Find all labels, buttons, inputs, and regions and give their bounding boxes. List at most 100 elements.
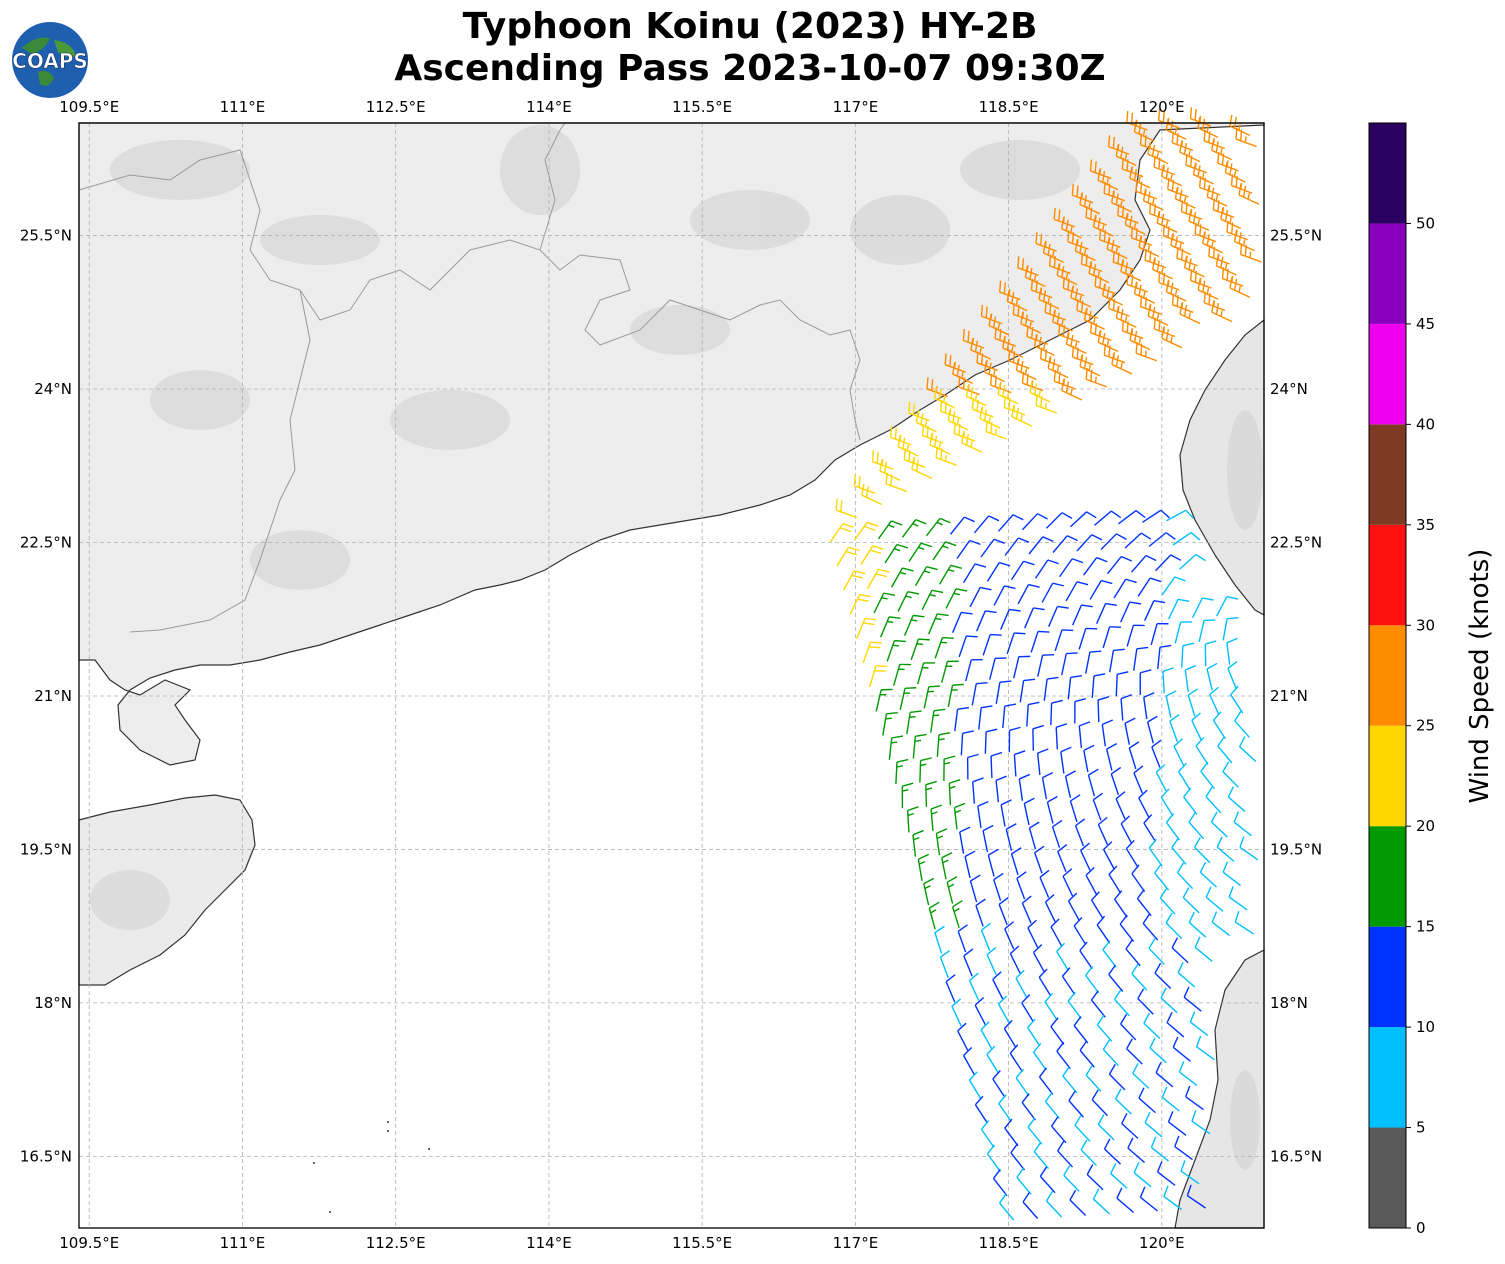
wind-barb [934,925,945,954]
lon-tick-label: 117°E [833,98,879,116]
wind-barb [1071,604,1093,626]
wind-barb [1132,1062,1150,1089]
wind-barb [1050,1116,1067,1144]
wind-barb [1222,761,1239,788]
wind-barb [1085,367,1108,388]
lon-tick-label: 115.5°E [672,1234,732,1252]
wind-barb [1131,864,1146,893]
wind-barb [873,592,896,614]
wind-barb [989,373,1012,394]
wind-barb [1097,168,1119,191]
wind-barb [1041,582,1064,603]
wind-barb [1211,300,1233,323]
wind-barb [1097,330,1119,353]
wind-barb [1220,207,1242,230]
wind-barb [969,586,992,608]
wind-barb [1102,1039,1119,1067]
wind-barb [1079,193,1101,215]
wind-barb [906,806,919,833]
wind-barb [1041,772,1054,800]
wind-barb [890,567,914,588]
wind-barb [1120,1013,1137,1041]
wind-barb [866,568,890,590]
wind-barb [1108,964,1124,992]
wind-barb [1149,1037,1167,1064]
wind-barb [962,1046,975,1076]
wind-barb [1206,662,1218,691]
wind-barb [923,877,935,906]
wind-barb [1002,703,1017,729]
wind-barb [1148,532,1176,548]
wind-barb [954,706,969,732]
wind-barb [1156,211,1178,233]
wind-barb [1157,644,1172,670]
wind-barb [1036,748,1049,776]
wind-barb [1044,992,1058,1021]
wind-barb [917,853,930,882]
wind-barb [1052,310,1073,332]
wind-barb [1115,671,1129,697]
wind-barb [1204,640,1217,667]
wind-barb [861,483,883,506]
wind-barb [1136,888,1152,917]
wind-barb [1208,244,1230,265]
wind-barb [1183,256,1205,278]
wind-barb [1011,405,1033,427]
wind-barb [875,688,893,712]
wind-barb [986,1045,999,1074]
wind-barb [1165,813,1181,841]
province-borders [78,122,861,633]
wind-barb [1199,861,1218,888]
wind-barb [895,758,909,785]
wind-barb [1045,1190,1063,1218]
wind-barb [1061,652,1078,676]
wind-barb [1085,1065,1102,1092]
wind-barb [1089,579,1113,600]
wind-barb [1060,746,1072,774]
wind-barb [1154,962,1172,990]
wind-barb [969,874,981,903]
wind-barb [1004,921,1015,950]
wind-barb [1211,138,1232,161]
wind-barb [974,1095,989,1124]
wind-barb [853,474,876,494]
wind-barb [1043,676,1059,701]
lat-tick-label: 22.5°N [20,533,72,551]
wind-barb [1063,1165,1080,1192]
wind-barb [1009,1044,1023,1073]
wind-barb [1144,599,1166,621]
wind-barb [934,636,954,659]
wind-barb [1074,697,1087,724]
wind-barb [1026,701,1040,727]
wind-barb [1028,821,1040,850]
wind-barb [1010,847,1022,876]
wind-barb [1044,1091,1060,1120]
lat-tick-label: 18°N [1270,994,1308,1012]
wind-barb [1106,742,1118,771]
wind-barb [999,608,1021,630]
wind-barb [1047,356,1069,379]
wind-barb [948,779,961,806]
wind-barb [1100,533,1127,550]
wind-barb [980,922,992,951]
wind-barb [1003,1019,1017,1048]
wind-barb [1171,837,1187,865]
wind-barb [1150,1136,1169,1162]
wind-barb [1015,358,1037,381]
lon-tick-label: 112.5°E [366,1234,426,1252]
wind-barb [1102,940,1117,968]
wind-barb [1083,744,1095,773]
wind-barb [915,411,937,433]
wind-barb [1085,866,1098,895]
wind-barb [1234,910,1255,935]
wind-barb [1024,265,1046,288]
wind-barb [1230,174,1253,194]
wind-barb [1085,965,1100,994]
wind-barb [1055,723,1068,750]
wind-barb [992,1168,1008,1197]
wind-barb [1074,239,1096,261]
wind-barb [1170,233,1192,256]
wind-barb [982,633,1002,656]
wind-barb [1210,811,1228,838]
wind-barb [1078,627,1098,650]
